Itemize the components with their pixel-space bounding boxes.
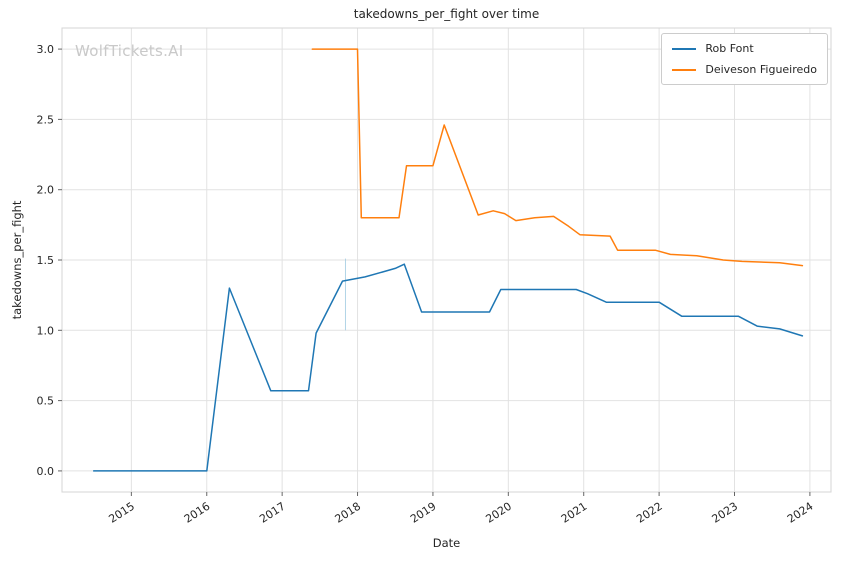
y-tick-label: 2.5 [37,113,55,126]
legend-swatch-deiveson-figueiredo [672,68,697,71]
x-tick-label: 2022 [634,500,665,526]
x-tick-label: 2016 [182,500,213,526]
series-line-deiveson-figueiredo [311,48,804,267]
y-tick-label: 2.0 [37,184,55,197]
x-tick-label: 2019 [408,500,439,526]
legend: Rob Font Deiveson Figueiredo [661,33,828,85]
legend-label: Deiveson Figueiredo [705,63,817,76]
legend-swatch-rob-font [672,47,697,50]
watermark: WolfTickets.AI [75,42,184,60]
y-axis-label: takedowns_per_fight [10,200,24,320]
legend-item-deiveson-figueiredo: Deiveson Figueiredo [672,63,817,76]
x-tick-label: 2018 [333,500,364,526]
x-tick-label: 2021 [559,500,590,526]
series-line-rob-font [92,263,804,472]
legend-label: Rob Font [705,42,754,55]
x-tick-label: 2017 [257,500,288,526]
chart-title: takedowns_per_fight over time [353,7,540,21]
y-tick-label: 3.0 [37,43,55,56]
y-tick-label: 0.0 [37,465,55,478]
x-tick-label: 2020 [483,500,514,526]
x-tick-label: 2015 [106,500,137,526]
y-tick-label: 1.5 [37,254,55,267]
x-axis-label: Date [432,536,461,550]
y-tick-label: 1.0 [37,324,55,337]
y-tick-label: 0.5 [37,395,55,408]
x-tick-label: 2024 [785,500,816,526]
legend-item-rob-font: Rob Font [672,42,817,55]
x-tick-label: 2023 [710,500,741,526]
